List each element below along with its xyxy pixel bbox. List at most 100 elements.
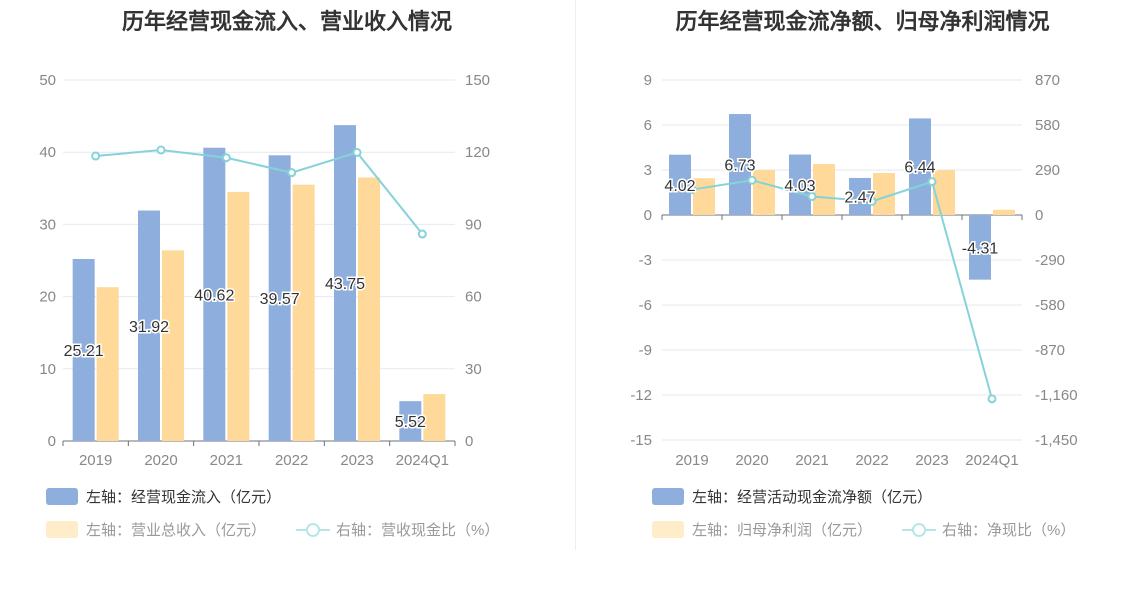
x-tick-label: 2023 [340,452,373,469]
bar-orange [993,209,1015,215]
bar-data-label: 43.75 [325,276,365,293]
x-tick-label: 2020 [144,452,177,469]
bar-data-label: 4.02 [664,178,695,195]
bar-data-label: 31.92 [129,319,169,336]
y-right-tick-label: 60 [465,289,482,306]
chart-legend: 左轴：经营活动现金流净额（亿元） 左轴：归母净利润（亿元） 右轴：净现比（%） [577,0,1148,589]
y-right-tick-label: 580 [1035,117,1060,134]
legend-item-line[interactable]: 右轴：营收现金比（%） [296,519,499,540]
chart-title: 历年经营现金流净额、归母净利润情况 [675,9,1050,34]
ratio-point [927,177,937,187]
ratio-line [95,149,424,235]
chart-legend: 左轴：经营现金流入（亿元） 左轴：营业总收入（亿元） 右轴：营收现金比（%） [46,486,499,540]
legend-item-orange-bar[interactable]: 左轴：营业总收入（亿元） [46,519,266,540]
ratio-line [691,179,993,400]
ratio-point [867,196,877,206]
x-tick-label: 2020 [735,452,768,469]
legend-item-blue-bar[interactable]: 左轴：经营活动现金流净额（亿元） [652,486,932,507]
x-tick-label: 2019 [675,452,708,469]
legend-label: 左轴：经营现金流入（亿元） [86,489,282,506]
y-right-tick-label: 870 [1035,72,1060,89]
x-tick-label: 2023 [915,452,948,469]
y-right-tick-label: -580 [1035,297,1065,314]
legend-swatch [46,521,78,538]
bar-orange [292,184,315,441]
bar-data-label: 39.57 [260,291,300,308]
chart-plot-area: 9 6 3 0 -3 -6 -9 -12 -15 870 580 290 0 -290 -580 -870 -1… [630,72,1078,469]
bar-blue [969,215,991,280]
bar-blue [203,147,226,441]
y-right-tick-label: 0 [465,433,473,450]
bar-blue [334,125,356,441]
bar-blue [789,154,811,215]
bar-orange [96,287,119,441]
bar-orange [423,394,446,441]
ratio-point [687,185,697,195]
legend-label: 左轴：营业总收入（亿元） [86,522,267,539]
x-tick-label: 2024Q1 [965,452,1018,469]
chart-panel-cash-inflow: 历年经营现金流入、营业收入情况 50 40 30 20 10 0 150 120 90 60 30 0… [39,9,499,540]
bar-orange [227,191,250,441]
bar-blue [909,118,931,215]
ratio-point [287,168,297,178]
y-right-tick-label: 150 [465,72,490,89]
y-right-tick-label: -290 [1035,252,1065,269]
y-right-tick-label: -1,160 [1035,387,1078,404]
legend-line-icon [296,522,330,537]
y-left-tick-label: -15 [630,432,652,449]
bar-blue [138,210,160,441]
legend-item-line[interactable]: 右轴：净现比（%） [902,519,1075,540]
y-left-tick-label: -3 [639,252,652,269]
ratio-point [156,145,166,155]
x-tick-label: 2021 [210,452,243,469]
legend-item-blue-bar[interactable]: 左轴：经营现金流入（亿元） [46,486,281,507]
x-tick-label: 2019 [79,452,112,469]
x-tick-label: 2021 [795,452,828,469]
y-left-tick-label: 30 [39,216,56,233]
bar-blue [849,177,871,215]
y-left-tick-label: 0 [48,433,56,450]
ratio-point [807,192,817,202]
bar-orange [162,250,184,441]
bar-data-label: 5.52 [395,414,426,431]
legend-swatch [652,488,684,505]
x-tick-label: 2022 [855,452,888,469]
y-left-tick-label: -12 [630,387,652,404]
bar-data-label: 25.21 [64,343,104,360]
ratio-point [987,394,997,404]
ratio-point [91,151,101,161]
legend-line-icon [902,522,936,537]
bar-orange [873,173,895,215]
chart-title: 历年经营现金流入、营业收入情况 [121,9,452,34]
y-right-tick-label: 120 [465,144,490,161]
bar-data-label: 4.03 [784,178,815,195]
y-left-tick-label: 10 [39,361,56,378]
y-right-tick-label: 30 [465,361,482,378]
legend-item-orange-bar[interactable]: 左轴：归母净利润（亿元） [652,519,872,540]
panel-divider [575,0,576,550]
legend-swatch [652,521,684,538]
y-left-tick-label: 0 [644,207,652,224]
bar-data-label: 40.62 [194,287,234,304]
y-right-tick-label: 0 [1035,207,1043,224]
ratio-point [747,175,757,185]
y-right-tick-label: 90 [465,216,482,233]
bar-data-label: 6.73 [724,158,755,175]
ratio-point [417,229,427,239]
ratio-point [352,147,362,157]
bar-data-label: 6.44 [904,160,935,177]
legend-label: 左轴：归母净利润（亿元） [692,522,873,539]
y-right-tick-label: -870 [1035,342,1065,359]
chart-plot-area: 50 40 30 20 10 0 150 120 90 60 30 0 2019 2020 2021 2022… [39,72,490,469]
bar-orange [358,177,380,441]
y-right-tick-label: -1,450 [1035,432,1078,449]
y-left-tick-label: 9 [644,72,652,89]
x-tick-label: 2022 [275,452,308,469]
bar-data-label: -4.31 [962,240,999,257]
y-left-tick-label: 50 [39,72,56,89]
y-left-tick-label: 6 [644,117,652,134]
y-left-tick-label: -9 [639,342,652,359]
legend-label: 左轴：经营活动现金流净额（亿元） [692,489,933,506]
y-left-tick-label: 40 [39,144,56,161]
y-left-tick-label: 3 [644,162,652,179]
